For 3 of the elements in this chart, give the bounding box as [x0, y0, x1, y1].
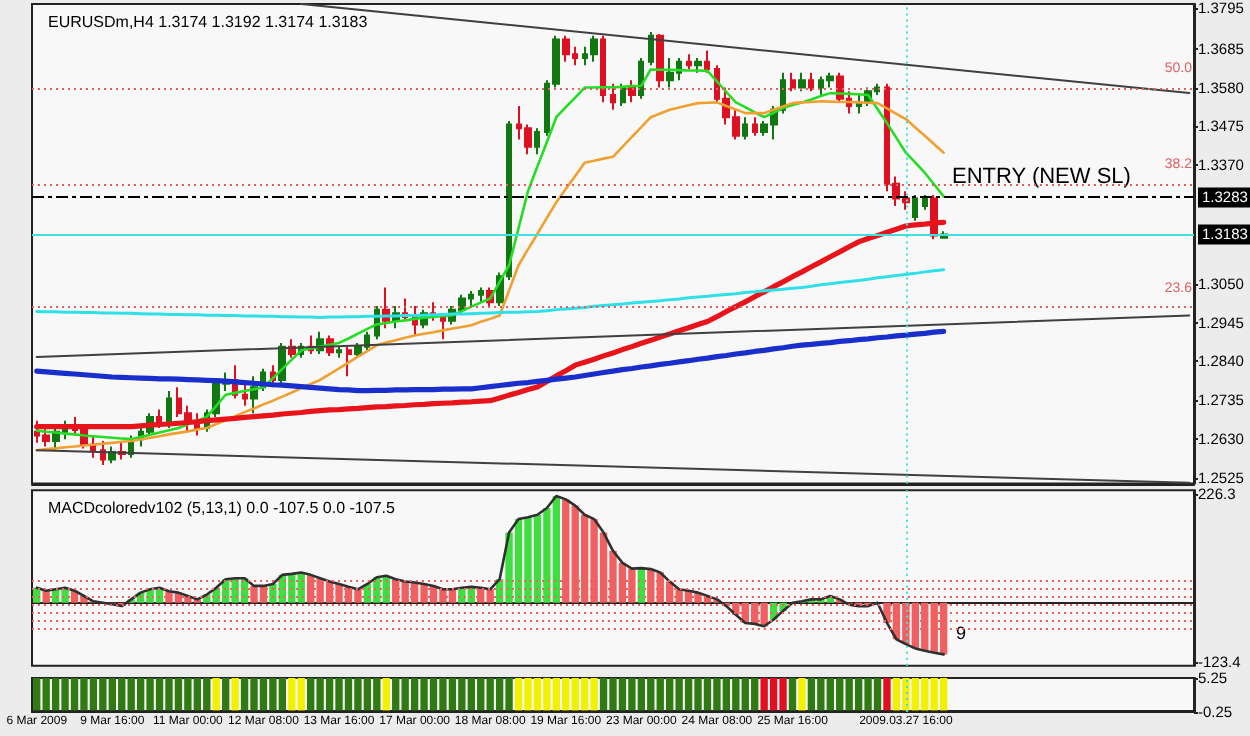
text: MACDcoloredv102 (5,13,1) 0.0 -107.5 0.0 -107.5: [48, 499, 396, 517]
annotation: ENTRY (NEW SL): [952, 165, 1131, 189]
text: EURUSDm,H4 1.3174 1.3192 1.3174 1.3183: [48, 13, 369, 31]
